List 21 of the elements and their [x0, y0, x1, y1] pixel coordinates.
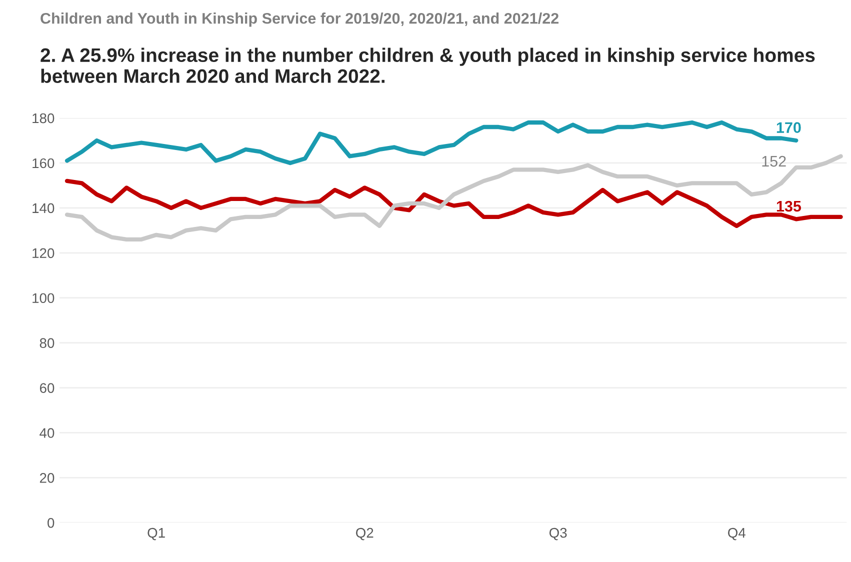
annotation: 170 — [776, 122, 801, 133]
x-tick-label: Q3 — [549, 528, 567, 540]
y-tick-label: 0 — [48, 518, 54, 528]
y-tick-label: 20 — [40, 473, 54, 483]
line-series — [64, 178, 843, 228]
x-tick-label: Q4 — [728, 528, 746, 540]
annotation: 135 — [776, 200, 802, 212]
y-tick-label: 40 — [40, 428, 54, 438]
x-tick-label: Q2 — [356, 528, 374, 540]
x-tick-label: Q1 — [148, 528, 165, 540]
y-tick-label: 140 — [32, 203, 54, 214]
y-tick-label: 120 — [32, 248, 54, 258]
chart-subtitle: 2. A 25.9% increase in the number children & youth placed in kinship service homes between March 2020 and March 2022. — [40, 48, 815, 83]
y-tick-label: 160 — [32, 158, 54, 168]
annotation: 152 — [762, 156, 786, 167]
chart-title: Children and Youth in Kinship Service for 2019/20, 2020/21, and 2021/22 — [40, 12, 558, 27]
y-tick-label: 180 — [32, 113, 54, 124]
y-tick-label: 60 — [40, 383, 54, 393]
y-tick-label: 80 — [40, 338, 54, 348]
y-tick-label: 100 — [32, 293, 54, 304]
line-series — [64, 154, 843, 242]
